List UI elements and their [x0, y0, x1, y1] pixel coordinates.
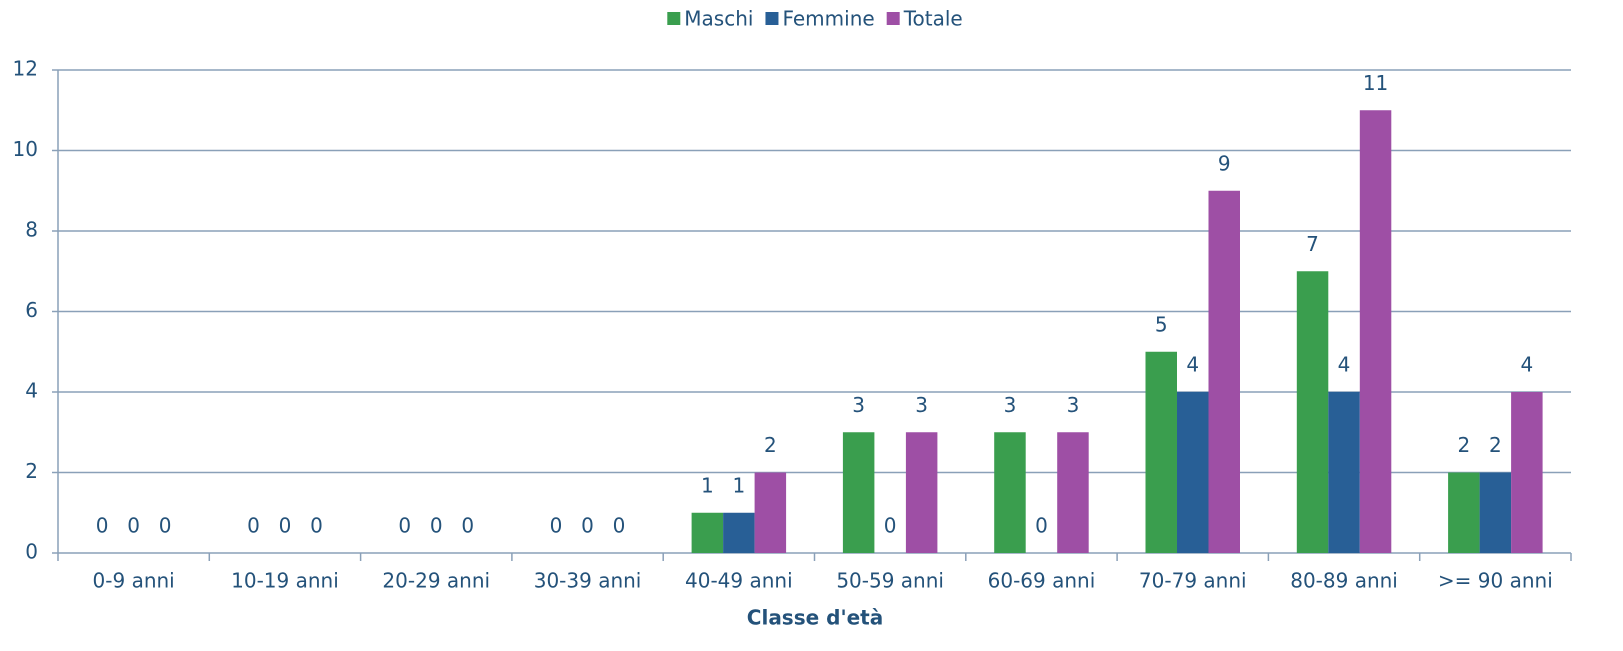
data-label: 0 [127, 514, 140, 538]
data-label: 0 [613, 514, 626, 538]
data-label: 3 [1067, 393, 1080, 417]
x-tick-label: 40-49 anni [685, 569, 793, 593]
bar [1296, 271, 1329, 553]
data-label: 2 [1457, 433, 1470, 457]
bar [754, 472, 787, 553]
x-tick-label: 10-19 anni [231, 569, 339, 593]
x-axis-title: Classe d'età [747, 606, 883, 630]
legend-label: Femmine [782, 7, 874, 31]
bar [1145, 351, 1177, 553]
y-tick-label: 12 [13, 57, 38, 81]
y-tick-label: 10 [13, 137, 38, 161]
bar [1177, 392, 1209, 553]
x-tick-label: 60-69 anni [988, 569, 1096, 593]
data-label: 0 [310, 514, 323, 538]
x-tick-label: 80-89 anni [1290, 569, 1398, 593]
data-label: 11 [1363, 71, 1388, 95]
y-tick-label: 2 [25, 459, 38, 483]
bar [905, 432, 938, 553]
data-label: 0 [1035, 514, 1048, 538]
bar [1057, 432, 1089, 553]
data-label: 4 [1338, 353, 1351, 377]
y-tick-label: 4 [25, 379, 38, 403]
bar [723, 512, 755, 553]
bar [1359, 110, 1392, 553]
data-label: 0 [159, 514, 172, 538]
data-label: 0 [247, 514, 260, 538]
x-tick-label: 70-79 anni [1139, 569, 1247, 593]
bar [1511, 392, 1543, 553]
bar [994, 432, 1026, 553]
data-label: 0 [550, 514, 563, 538]
legend-label: Totale [903, 7, 963, 31]
data-label: 3 [1004, 393, 1017, 417]
x-tick-label: 50-59 anni [836, 569, 944, 593]
y-tick-label: 0 [25, 540, 38, 564]
bar [842, 432, 875, 553]
y-tick-label: 8 [25, 218, 38, 242]
bar [1448, 472, 1480, 553]
data-label: 0 [398, 514, 411, 538]
data-label: 0 [581, 514, 594, 538]
data-label: 0 [884, 514, 897, 538]
data-label: 0 [279, 514, 292, 538]
data-label: 2 [764, 433, 777, 457]
legend-label: Maschi [684, 7, 753, 31]
bar [691, 512, 724, 553]
data-label: 4 [1520, 353, 1533, 377]
data-label: 3 [852, 393, 865, 417]
legend-swatch [667, 12, 681, 25]
x-tick-label: 20-29 anni [382, 569, 490, 593]
y-tick-label: 6 [25, 298, 38, 322]
legend-swatch [765, 12, 779, 25]
data-label: 1 [701, 473, 714, 497]
data-label: 5 [1155, 312, 1168, 336]
data-label: 0 [461, 514, 474, 538]
x-tick-label: >= 90 anni [1438, 569, 1553, 593]
x-tick-label: 30-39 anni [534, 569, 642, 593]
bar [1328, 392, 1360, 553]
data-label: 3 [915, 393, 928, 417]
data-label: 9 [1218, 151, 1231, 175]
data-label: 2 [1489, 433, 1502, 457]
x-tick-label: 0-9 anni [93, 569, 175, 593]
bar [1479, 472, 1512, 553]
legend-swatch [886, 12, 900, 25]
data-label: 7 [1306, 232, 1319, 256]
bar [1208, 190, 1240, 553]
data-label: 4 [1186, 353, 1199, 377]
data-label: 0 [96, 514, 109, 538]
data-label: 0 [430, 514, 443, 538]
data-label: 1 [732, 473, 745, 497]
